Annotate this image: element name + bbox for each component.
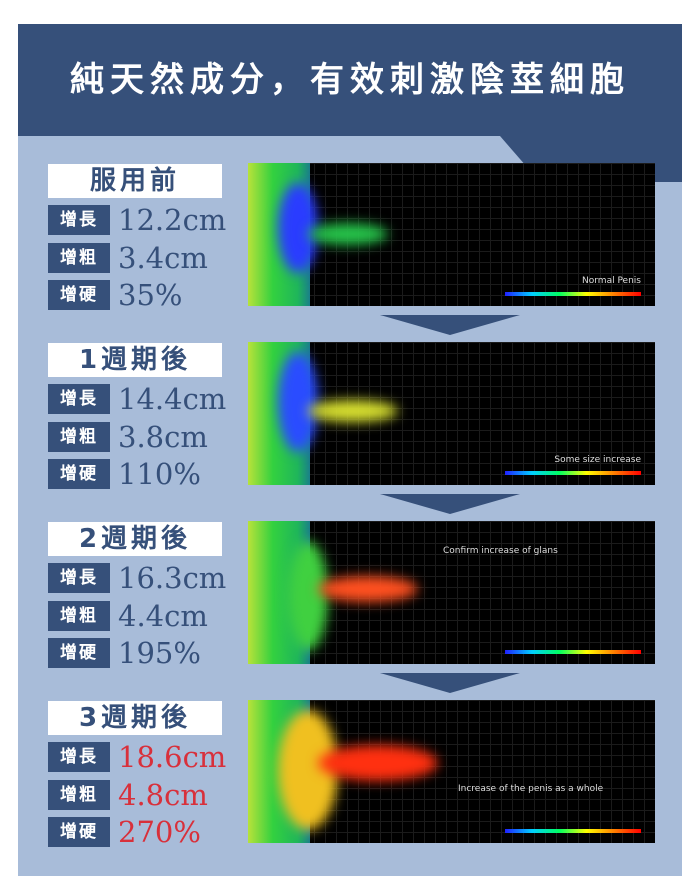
thermal-heat-area xyxy=(278,183,318,273)
length-tag: 增長 xyxy=(48,205,110,235)
down-arrow-icon xyxy=(380,673,520,693)
thermal-heat-area xyxy=(308,223,388,245)
girth-row: 增粗 4.4cm xyxy=(48,599,208,633)
hardness-value: 195% xyxy=(118,636,201,670)
thermal-heat-area xyxy=(288,541,328,651)
length-row: 增長 12.2cm xyxy=(48,203,227,237)
header-banner xyxy=(18,24,682,136)
page-title: 純天然成分，有效刺激陰莖細胞 xyxy=(70,60,630,100)
thermal-heat-area xyxy=(308,400,398,422)
thermal-image-panel: Confirm increase of glans xyxy=(248,521,655,664)
stage-label: 3週期後 xyxy=(48,701,222,735)
hardness-tag: 增硬 xyxy=(48,638,110,668)
hardness-value: 270% xyxy=(118,815,201,849)
girth-value: 3.4cm xyxy=(118,241,208,275)
length-tag: 增長 xyxy=(48,563,110,593)
hardness-tag: 增硬 xyxy=(48,459,110,489)
length-row: 增長 18.6cm xyxy=(48,740,227,774)
down-arrow-icon xyxy=(380,315,520,335)
girth-row: 增粗 4.8cm xyxy=(48,778,208,812)
stage-label: 2週期後 xyxy=(48,522,222,556)
color-scale-bar xyxy=(505,829,641,833)
down-arrow-icon xyxy=(380,494,520,514)
girth-value: 4.8cm xyxy=(118,778,208,812)
length-row: 增長 16.3cm xyxy=(48,561,227,595)
length-value: 14.4cm xyxy=(118,382,227,416)
thermal-caption: Some size increase xyxy=(554,455,641,465)
hardness-row: 增硬 195% xyxy=(48,636,201,670)
thermal-image-panel: Normal Penis xyxy=(248,163,655,306)
color-scale-bar xyxy=(505,292,641,296)
girth-tag: 增粗 xyxy=(48,422,110,452)
stage-label: 1週期後 xyxy=(48,343,222,377)
stage-label: 服用前 xyxy=(48,164,222,198)
girth-value: 3.8cm xyxy=(118,420,208,454)
girth-row: 增粗 3.8cm xyxy=(48,420,208,454)
thermal-caption: Confirm increase of glans xyxy=(443,546,558,556)
girth-tag: 增粗 xyxy=(48,601,110,631)
thermal-caption: Normal Penis xyxy=(582,276,641,286)
thermal-heat-area xyxy=(278,352,318,452)
thermal-image-panel: Some size increase xyxy=(248,342,655,485)
girth-tag: 增粗 xyxy=(48,780,110,810)
thermal-caption: Increase of the penis as a whole xyxy=(458,784,604,794)
hardness-value: 35% xyxy=(118,278,183,312)
color-scale-bar xyxy=(505,471,641,475)
girth-row: 增粗 3.4cm xyxy=(48,241,208,275)
thermal-heat-area xyxy=(318,576,418,602)
hardness-row: 增硬 35% xyxy=(48,278,183,312)
hardness-row: 增硬 270% xyxy=(48,815,201,849)
color-scale-bar xyxy=(505,650,641,654)
hardness-tag: 增硬 xyxy=(48,280,110,310)
hardness-tag: 增硬 xyxy=(48,817,110,847)
thermal-image-panel: Increase of the penis as a whole xyxy=(248,700,655,843)
length-tag: 增長 xyxy=(48,384,110,414)
length-row: 增長 14.4cm xyxy=(48,382,227,416)
length-value: 12.2cm xyxy=(118,203,227,237)
girth-value: 4.4cm xyxy=(118,599,208,633)
length-tag: 增長 xyxy=(48,742,110,772)
length-value: 18.6cm xyxy=(118,740,227,774)
girth-tag: 增粗 xyxy=(48,243,110,273)
hardness-value: 110% xyxy=(118,457,201,491)
length-value: 16.3cm xyxy=(118,561,227,595)
thermal-heat-area xyxy=(318,745,438,781)
hardness-row: 增硬 110% xyxy=(48,457,201,491)
